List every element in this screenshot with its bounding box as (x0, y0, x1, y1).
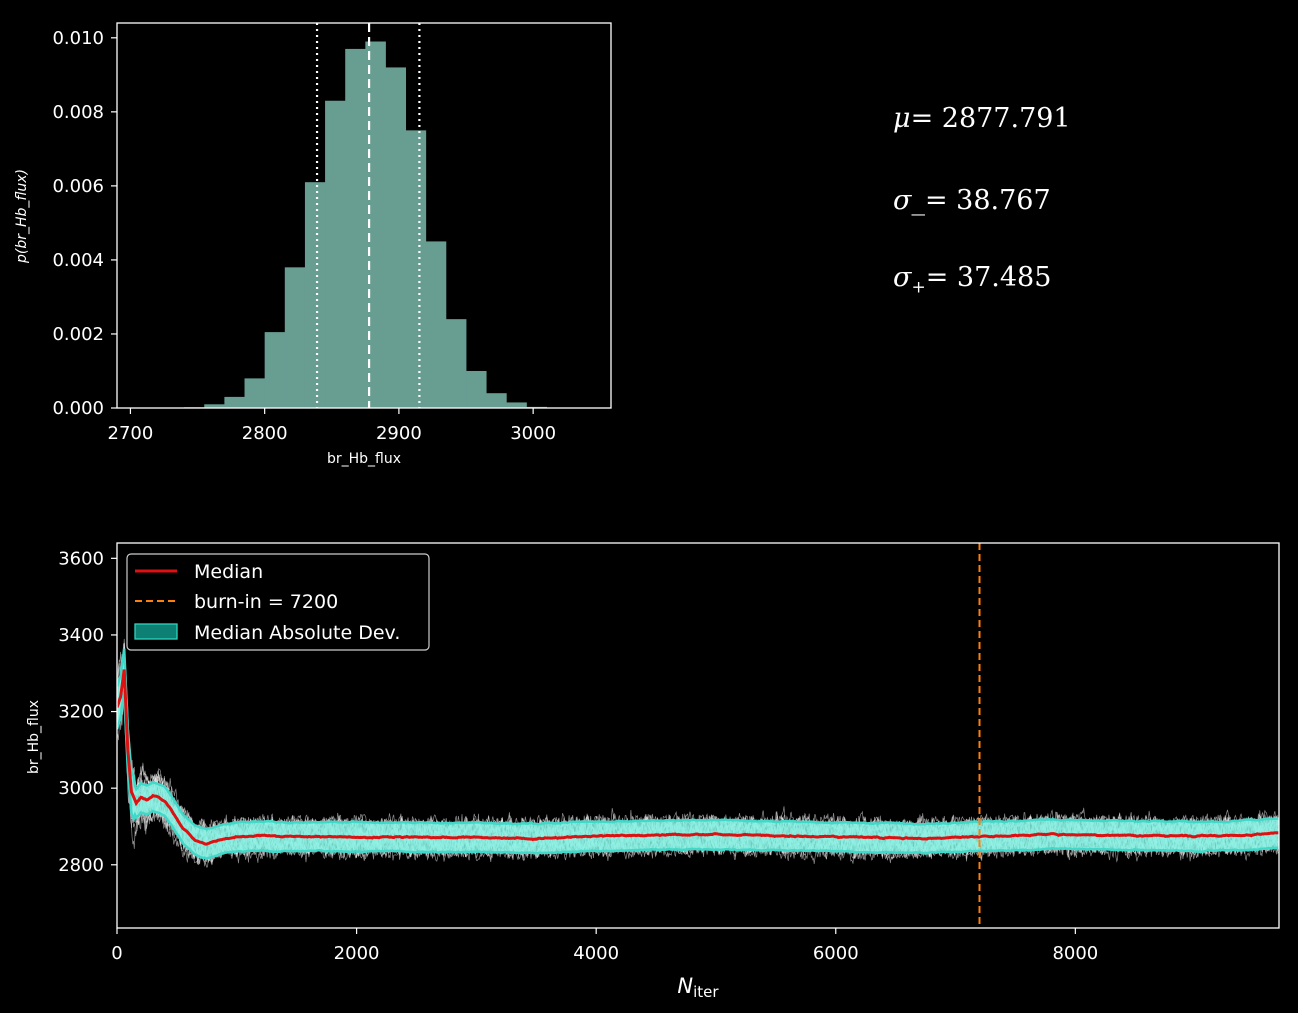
trace-x-tick-label: 4000 (573, 943, 619, 964)
legend-median-label: Median (194, 561, 263, 583)
histogram-bar (204, 404, 225, 408)
legend-box (126, 553, 430, 651)
trace-x-tick-label: 6000 (813, 943, 859, 964)
trace-y-tick-label: 3600 (58, 548, 104, 569)
histogram-bar (506, 402, 527, 408)
histogram-frame (116, 22, 612, 409)
histogram-bar (486, 393, 507, 408)
stat-mu-symbol: μ (893, 103, 911, 134)
histogram-bar (405, 130, 427, 408)
trace-y-tick-label: 3400 (58, 625, 104, 646)
histogram-y-tick-label: 0.004 (52, 250, 104, 271)
mad-band (117, 648, 1279, 859)
histogram-y-tick-label: 0.008 (52, 102, 104, 123)
legend-mad-label: Median Absolute Dev. (194, 622, 400, 644)
histogram-bar (244, 378, 266, 408)
histogram-y-tick-label: 0.006 (52, 176, 104, 197)
trace-y-tick-label: 3000 (58, 778, 104, 799)
trace-y-label: br_Hb_flux (26, 700, 42, 774)
stat-sigma-minus-sub: _ (911, 185, 925, 216)
histogram-bar (264, 332, 286, 408)
stat-sigma-minus: σ_= 38.767 (893, 185, 1051, 216)
mad-lower-edge (117, 690, 1279, 861)
walker-trace (117, 642, 1279, 841)
stat-sigma-plus: σ+= 37.485 (893, 262, 1051, 297)
legend-burnin-label: burn-in = 7200 (194, 591, 338, 613)
walker-trace (117, 642, 1279, 836)
histogram-bars (184, 41, 588, 408)
histogram-bar (345, 48, 366, 408)
histogram-x-label: br_Hb_flux (327, 451, 401, 467)
histogram-bar (304, 182, 326, 408)
histogram-x-tick-label: 2800 (242, 423, 288, 444)
legend-mad-swatch (134, 623, 178, 640)
walker-trace (117, 664, 1279, 845)
histogram-bar (466, 370, 487, 408)
stat-mu-value: = 2877.791 (910, 103, 1071, 134)
walker-trace (117, 657, 1279, 844)
stat-sigma-plus-symbol: σ (893, 262, 912, 293)
histogram-bar (425, 241, 447, 408)
trace-y-tick-label: 3200 (58, 702, 104, 723)
trace-x-ticks: 0 2000 4000 6000 8000 (111, 928, 1098, 964)
histogram-x-tick-label: 2700 (108, 423, 154, 444)
trace-frame (116, 542, 1280, 929)
histogram-bar (445, 319, 467, 408)
trace-y-tick-label: 2800 (58, 855, 104, 876)
stat-sigma-minus-symbol: σ (893, 185, 912, 216)
median-line (117, 669, 1279, 846)
histogram-x-tick-label: 3000 (510, 423, 556, 444)
histogram-bar (284, 267, 306, 408)
legend: Median burn-in = 7200 Median Absolute De… (126, 553, 430, 651)
histogram-y-tick-label: 0.000 (52, 398, 104, 419)
histogram-y-tick-label: 0.002 (52, 324, 104, 345)
trace-y-ticks: 2800 3000 3200 3400 3600 (58, 548, 117, 876)
trace-panel: 0 2000 4000 6000 8000 2800 3000 3200 3400 3600 N… (26, 542, 1280, 1001)
stat-sigma-plus-sub: + (911, 277, 926, 298)
histogram-quantile-lines (315, 23, 421, 408)
histogram-y-tick-label: 0.010 (52, 28, 104, 49)
mad-upper-edge (117, 648, 1279, 831)
histogram-bar (224, 396, 245, 408)
walker-trace (117, 638, 1279, 838)
histogram-bar (385, 67, 407, 408)
histogram-y-label: p(br_Hb_flux) (14, 169, 30, 264)
trace-x-tick-label: 8000 (1052, 943, 1098, 964)
stat-mu: μ= 2877.791 (893, 103, 1071, 134)
walker-trace (117, 656, 1279, 843)
histogram-panel: 2700 2800 2900 3000 0.0000.0020.0040.0060.0… (14, 22, 612, 467)
histogram-x-ticks: 2700 2800 2900 3000 (108, 408, 556, 444)
walker-trace (117, 646, 1279, 841)
trace-x-tick-label: 2000 (334, 943, 380, 964)
histogram-x-tick-label: 2900 (376, 423, 422, 444)
histogram-bar (325, 100, 346, 408)
histogram-y-ticks: 0.000 0.002 0.004 0.006 0.008 0.010 (52, 28, 117, 419)
stat-sigma-plus-value: = 37.485 (925, 262, 1052, 293)
histogram-bar (365, 41, 386, 408)
stat-sigma-minus-value: = 38.767 (924, 185, 1051, 216)
trace-x-label: Niter (677, 974, 719, 1001)
trace-x-tick-label: 0 (111, 943, 122, 964)
